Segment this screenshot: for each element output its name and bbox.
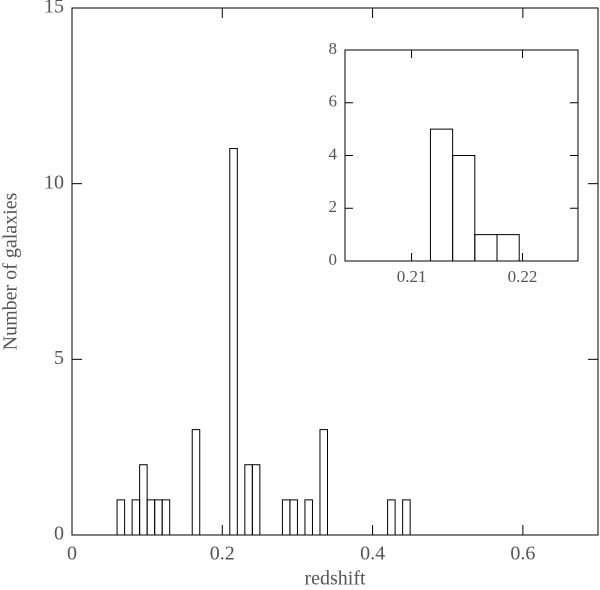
histogram-bar [161, 499, 171, 536]
y-tick-label: 2 [329, 197, 338, 216]
x-tick-label: 0.4 [360, 543, 385, 565]
y-tick-label: 6 [329, 92, 338, 111]
histogram-bar [402, 499, 411, 536]
y-tick-label: 15 [44, 0, 64, 18]
y-tick-label: 8 [329, 39, 338, 58]
y-tick-label: 10 [44, 171, 64, 193]
histogram-bar [387, 499, 396, 536]
y-axis-label: Number of galaxies [0, 192, 22, 350]
histogram-bar [319, 429, 328, 536]
y-tick-label: 5 [54, 347, 64, 369]
x-tick-label: 0.2 [210, 543, 235, 565]
histogram-bar [191, 429, 201, 536]
histogram-bar [304, 499, 313, 536]
x-tick-label: 0 [67, 543, 77, 565]
histogram-bar [496, 234, 520, 262]
y-tick-label: 0 [329, 250, 338, 269]
y-tick-label: 0 [54, 523, 64, 545]
histogram-bar [452, 155, 476, 262]
x-tick-label: 0.22 [508, 267, 538, 286]
x-axis-label: redshift [304, 568, 366, 590]
histogram-bar [229, 148, 238, 536]
histogram-bar [116, 499, 126, 536]
x-tick-label: 0.21 [397, 267, 427, 286]
y-tick-label: 4 [329, 144, 338, 163]
histogram-bar [289, 499, 298, 536]
x-tick-label: 0.6 [510, 543, 535, 565]
histogram-bar [251, 464, 261, 536]
